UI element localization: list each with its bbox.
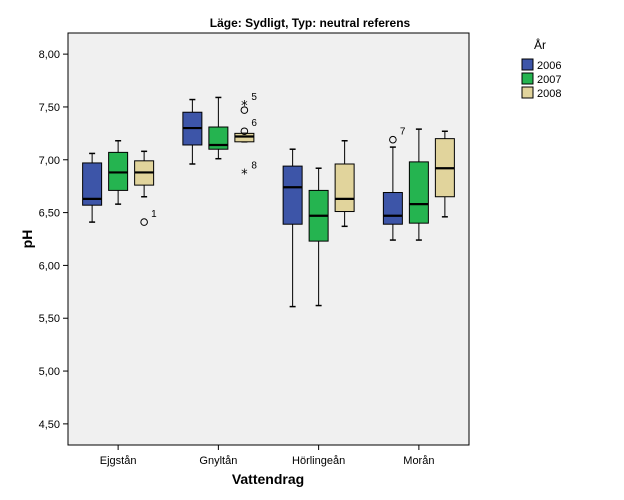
legend-swatch	[521, 58, 534, 71]
y-tick-label: 7,50	[39, 102, 60, 114]
box-iqr	[408, 161, 429, 224]
box-Ejgstån-2006	[82, 152, 103, 223]
box-iqr	[282, 165, 303, 225]
outlier-label: 8	[251, 161, 257, 172]
box-Hörlingeån-2007	[308, 167, 329, 307]
x-axis: Ejgstån Gnyltån Hörlingeån Morån	[100, 445, 434, 467]
chart-title: Läge: Sydligt, Typ: neutral referens	[210, 16, 411, 30]
box-Gnyltån-2007	[208, 96, 229, 160]
legend-label: 2008	[537, 88, 561, 100]
y-tick-label: 5,50	[39, 313, 60, 325]
box-iqr	[334, 163, 355, 213]
legend-label: 2006	[537, 60, 561, 72]
x-tick-label: Morån	[403, 455, 434, 467]
x-tick-label: Ejgstån	[100, 455, 137, 467]
boxes-layer: 1*56*87	[82, 92, 455, 308]
outlier-circle	[389, 135, 397, 144]
x-tick-label: Gnyltån	[199, 455, 237, 467]
y-tick-label: 4,50	[39, 419, 60, 431]
outlier-label: 6	[251, 118, 257, 129]
box-iqr	[208, 126, 229, 150]
legend-swatch	[521, 86, 534, 99]
box-Ejgstån-2007	[108, 140, 129, 205]
box-Morån-2007	[408, 128, 429, 241]
outlier-circle	[240, 106, 249, 114]
outlier-circle	[140, 218, 148, 226]
box-Gnyltån-2006	[182, 98, 203, 165]
legend-swatch	[521, 72, 534, 85]
box-Gnyltån-2008: *56*8	[234, 92, 257, 183]
outlier-star: *	[241, 168, 248, 183]
box-Ejgstån-2008: 1	[134, 150, 157, 226]
box-iqr	[82, 162, 103, 206]
outlier-label: 1	[151, 209, 157, 220]
y-tick-label: 7,00	[39, 155, 60, 167]
box-iqr	[382, 192, 403, 225]
y-tick-label: 5,00	[39, 366, 60, 378]
outlier-circle	[240, 127, 249, 136]
y-axis: 4,50 5,00 5,50 6,00 6,50 7,00 7,50 8,00	[39, 49, 68, 431]
x-tick-label: Hörlingeån	[292, 455, 345, 467]
legend-title: År	[534, 37, 546, 52]
legend-label: 2007	[537, 74, 561, 86]
y-tick-label: 6,50	[39, 208, 60, 220]
y-tick-label: 6,00	[39, 260, 60, 272]
x-axis-title: Vattendrag	[232, 471, 304, 487]
outlier-label: 5	[251, 92, 257, 103]
box-Hörlingeån-2008	[334, 140, 355, 228]
plot-area	[67, 32, 470, 446]
box-Morån-2008	[434, 130, 455, 218]
y-tick-label: 8,00	[39, 49, 60, 61]
box-Morån-2006: 7	[382, 127, 406, 241]
legend: År 2006 2007 2008	[521, 37, 561, 100]
y-axis-title: pH	[19, 230, 35, 249]
outlier-label: 7	[400, 127, 406, 138]
box-Hörlingeån-2006	[282, 148, 303, 308]
